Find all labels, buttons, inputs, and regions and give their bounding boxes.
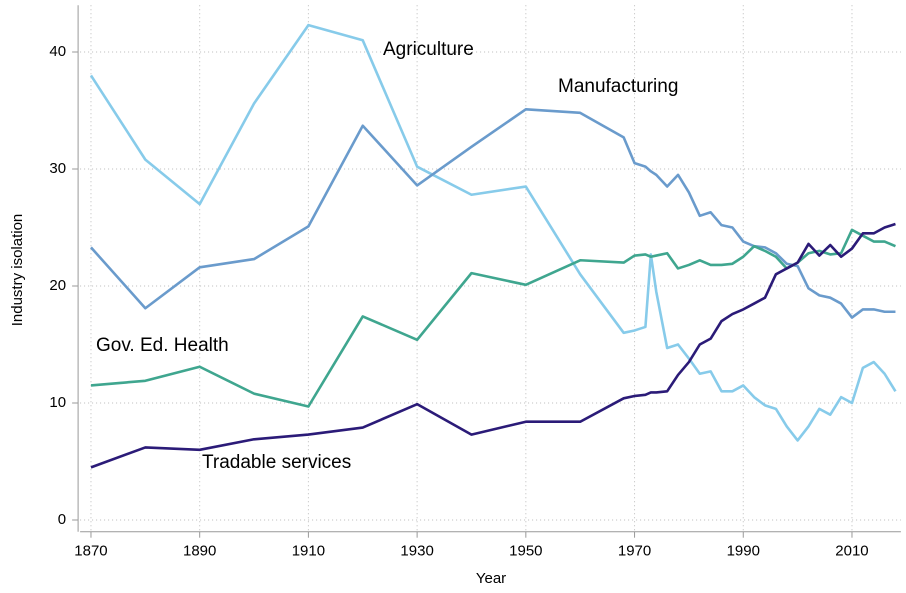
series-line: [89, 23, 897, 442]
x-tick-label: 1910: [292, 543, 325, 560]
series-line: [90, 222, 896, 469]
y-tick-label: 0: [58, 511, 66, 528]
y-tick-label: 30: [49, 160, 66, 177]
x-tick-label: 1870: [74, 543, 107, 560]
x-tick-label: 1990: [727, 543, 760, 560]
x-tick-label: 1950: [509, 543, 542, 560]
series-line: [90, 228, 896, 408]
x-tick-label: 1970: [618, 543, 651, 560]
x-tick-label: 2010: [835, 543, 868, 560]
y-tick-label: 40: [49, 43, 66, 60]
series-label: Agriculture: [383, 39, 474, 60]
series-label: Manufacturing: [558, 76, 678, 97]
series-label: Tradable services: [202, 452, 351, 473]
y-tick-label: 10: [49, 394, 66, 411]
x-axis-label: Year: [476, 570, 506, 587]
series-label: Gov. Ed. Health: [96, 335, 229, 356]
series-line: [90, 108, 896, 319]
y-axis-label: Industry isolation: [9, 214, 26, 327]
x-tick-label: 1930: [400, 543, 433, 560]
x-tick-label: 1890: [183, 543, 216, 560]
y-tick-label: 20: [49, 277, 66, 294]
